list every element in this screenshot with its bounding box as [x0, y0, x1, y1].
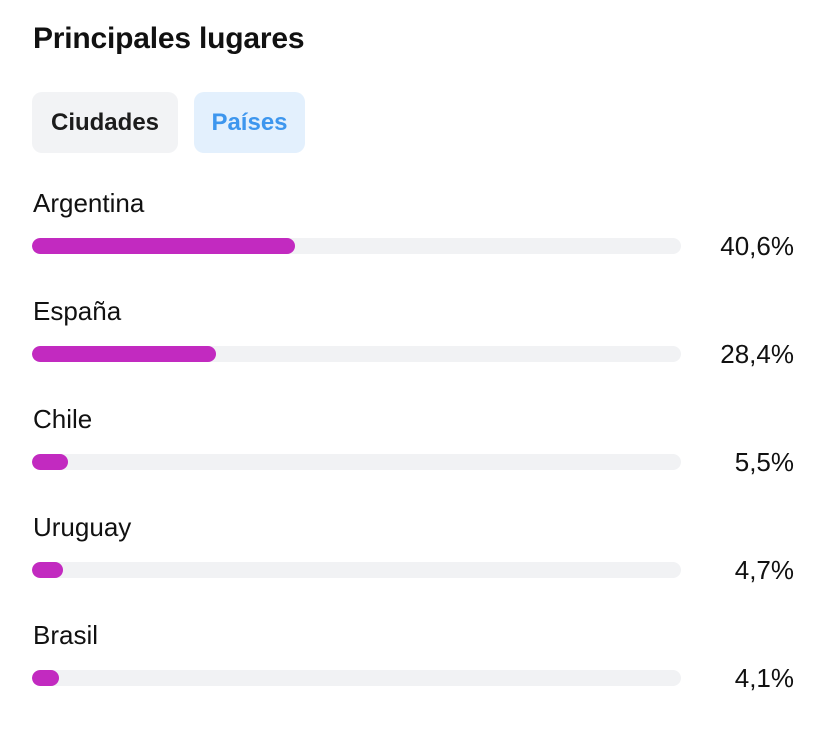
location-percent: 5,5% — [734, 447, 794, 477]
bar-fill — [32, 346, 216, 362]
bar-fill — [32, 670, 59, 686]
bar-track — [32, 670, 681, 686]
bar-fill — [32, 238, 295, 254]
list-item: Brasil 4,1% — [0, 620, 828, 728]
location-name: Chile — [33, 404, 93, 434]
bar-track — [32, 454, 681, 470]
bar-track — [32, 238, 681, 254]
tab-bar: Ciudades Países — [32, 92, 305, 153]
list-item: Argentina 40,6% — [0, 188, 828, 296]
list-item: España 28,4% — [0, 296, 828, 404]
location-percent: 4,7% — [734, 555, 794, 585]
list-item: Uruguay 4,7% — [0, 512, 828, 620]
tab-ciudades[interactable]: Ciudades — [32, 92, 178, 153]
page-title: Principales lugares — [33, 22, 305, 55]
location-name: Brasil — [33, 620, 99, 650]
list-item: Chile 5,5% — [0, 404, 828, 512]
bar-fill — [32, 454, 68, 470]
location-name: Uruguay — [33, 512, 132, 542]
location-percent: 28,4% — [720, 339, 794, 369]
location-percent: 4,1% — [734, 663, 794, 693]
location-name: Argentina — [33, 188, 145, 218]
tab-paises[interactable]: Países — [194, 92, 305, 153]
bar-fill — [32, 562, 63, 578]
bar-track — [32, 562, 681, 578]
bar-track — [32, 346, 681, 362]
location-name: España — [33, 296, 122, 326]
location-percent: 40,6% — [720, 231, 794, 261]
